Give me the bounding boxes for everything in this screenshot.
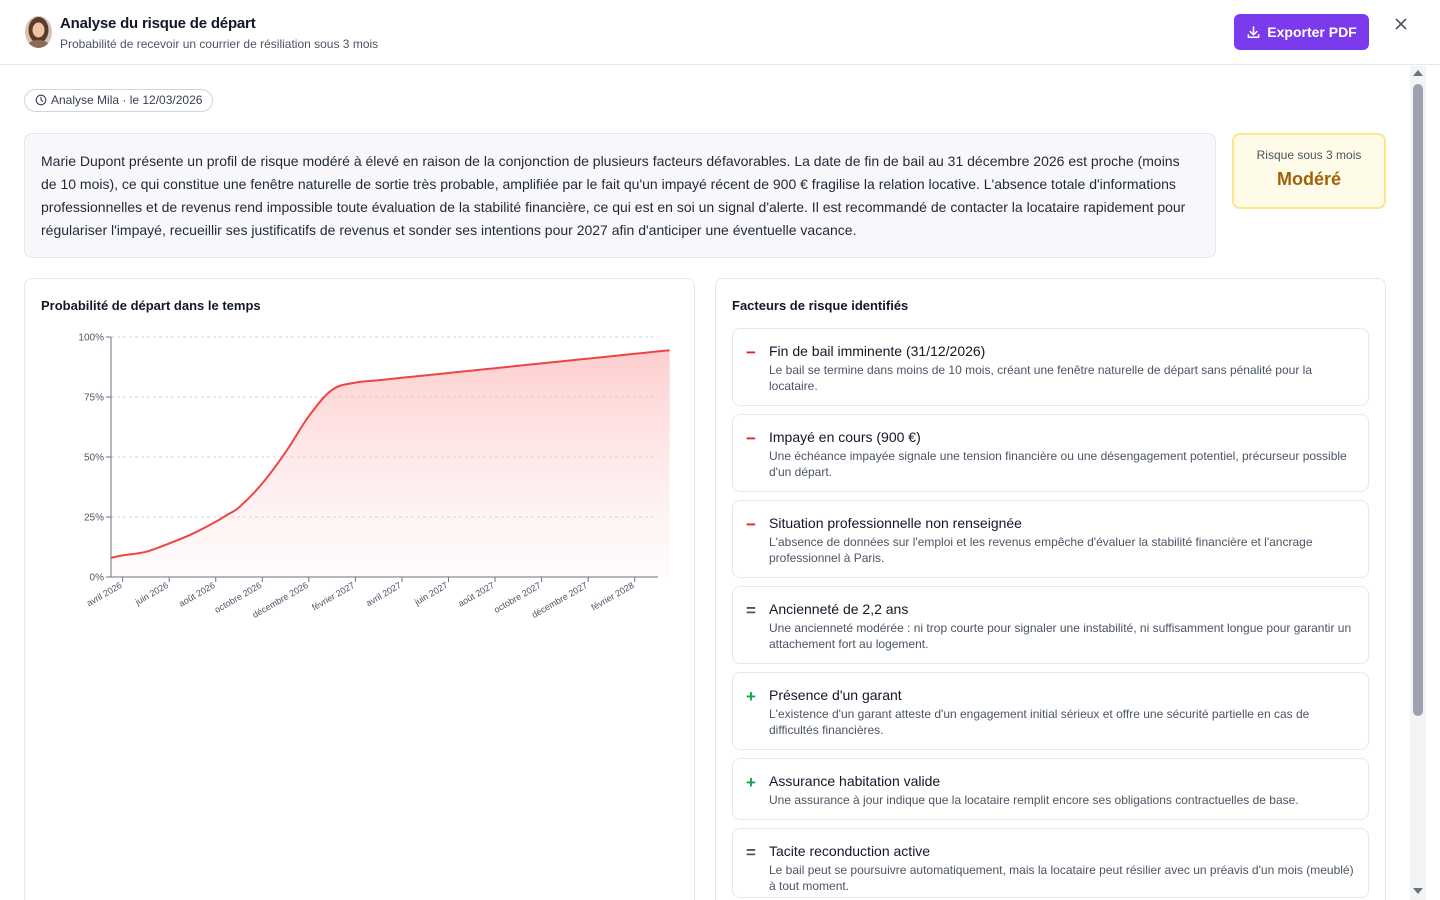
x-tick-label: juin 2026 [133, 580, 171, 607]
risk-factor-card[interactable]: − Fin de bail imminente (31/12/2026) Le ba… [732, 328, 1369, 406]
probability-area [111, 350, 670, 577]
y-tick-label: 75% [84, 393, 104, 404]
x-tick-label: août 2026 [177, 580, 217, 609]
chart-panel: Probabilité de départ dans le temps 0% 25… [24, 278, 695, 900]
y-tick-label: 0% [90, 573, 105, 584]
risk-factor-description: Le bail se termine dans moins de 10 mois… [769, 363, 1312, 393]
negative-factor-sign-icon: − [746, 429, 756, 448]
departure-probability-chart: 0%25%50%75%100%avril 2026 juin 2026 août 2… [78, 333, 670, 620]
risk-factor-title: Fin de bail imminente (31/12/2026) [769, 343, 986, 359]
scroll-up-arrow-icon[interactable] [1413, 70, 1423, 76]
x-tick-label: août 2027 [456, 580, 496, 609]
risk-factor-card[interactable]: = Ancienneté de 2,2 ans Une ancienneté mod… [732, 586, 1369, 664]
chart-title: Probabilité de départ dans le temps [41, 298, 261, 313]
risk-factor-title: Ancienneté de 2,2 ans [769, 601, 909, 617]
page-title: Analyse du risque de départ [60, 15, 256, 32]
export-pdf-label: Exporter PDF [1267, 24, 1357, 40]
y-tick-label: 50% [84, 453, 104, 464]
analysis-meta-label: Analyse Mila · le 12/03/2026 [51, 93, 203, 107]
x-tick-label: juin 2027 [412, 580, 450, 607]
risk-factor-description: L'absence de données sur l'emploi et les… [769, 535, 1313, 565]
negative-factor-sign-icon: − [746, 515, 756, 534]
negative-factor-sign-icon: − [746, 343, 756, 362]
risk-level-card: Risque sous 3 mois Modéré [1232, 133, 1386, 209]
risk-factor-title: Assurance habitation valide [769, 773, 941, 789]
scroll-down-arrow-icon[interactable] [1413, 888, 1423, 894]
risk-factor-title: Impayé en cours (900 €) [769, 429, 921, 445]
x-tick-label: avril 2027 [364, 580, 403, 608]
positive-factor-sign-icon: + [746, 687, 756, 706]
risk-factor-description: Une assurance à jour indique que la loca… [769, 793, 1299, 807]
analysis-summary: Marie Dupont présente un profil de risqu… [24, 133, 1216, 258]
risk-factor-card[interactable]: = Tacite reconduction active Le bail peut … [732, 828, 1369, 898]
clock-icon [35, 94, 47, 106]
x-tick-label: avril 2026 [85, 580, 124, 608]
risk-factor-description: Une échéance impayée signale une tension… [769, 449, 1347, 479]
risk-factor-description: Le bail peut se poursuivre automatiqueme… [769, 863, 1354, 893]
neutral-factor-sign-icon: = [746, 843, 756, 862]
risk-factor-card[interactable]: − Impayé en cours (900 €) Une échéance imp… [732, 414, 1369, 492]
scrollbar[interactable] [1410, 66, 1426, 900]
risk-factor-card[interactable]: + Présence d'un garant L'existence d'un ga… [732, 672, 1369, 750]
factors-title: Facteurs de risque identifiés [732, 298, 909, 313]
modal-header: Analyse du risque de départ Probabilité … [0, 0, 1440, 65]
export-pdf-button[interactable]: Exporter PDF [1234, 14, 1369, 50]
page-subtitle: Probabilité de recevoir un courrier de r… [60, 37, 379, 51]
neutral-factor-sign-icon: = [746, 601, 756, 620]
risk-factor-description: Une ancienneté modérée : ni trop courte … [769, 621, 1352, 651]
risk-factor-title: Situation professionnelle non renseignée [769, 515, 1022, 531]
risk-factor-title: Tacite reconduction active [769, 843, 931, 859]
risk-factor-card[interactable]: + Assurance habitation valide Une assuranc… [732, 758, 1369, 820]
close-button[interactable] [1392, 15, 1410, 33]
risk-factor-description: L'existence d'un garant atteste d'un eng… [769, 707, 1310, 737]
risk-factor-title: Présence d'un garant [769, 687, 902, 703]
x-tick-label: février 2028 [590, 580, 636, 612]
avatar [25, 16, 52, 48]
y-tick-label: 100% [78, 333, 104, 344]
download-icon [1247, 25, 1260, 38]
y-tick-label: 25% [84, 513, 104, 524]
analysis-meta-chip: Analyse Mila · le 12/03/2026 [24, 89, 214, 112]
x-tick-label: février 2027 [310, 580, 356, 612]
scrollbar-thumb[interactable] [1413, 84, 1423, 716]
risk-value: Modéré [1276, 169, 1341, 189]
probability-line [110, 349, 670, 559]
close-icon [1395, 18, 1407, 30]
risk-label: Risque sous 3 mois [1256, 148, 1362, 162]
positive-factor-sign-icon: + [746, 773, 756, 792]
risk-factor-card[interactable]: − Situation professionnelle non renseigné… [732, 500, 1369, 578]
factors-panel: Facteurs de risque identifiés − Fin de ba… [715, 278, 1386, 900]
